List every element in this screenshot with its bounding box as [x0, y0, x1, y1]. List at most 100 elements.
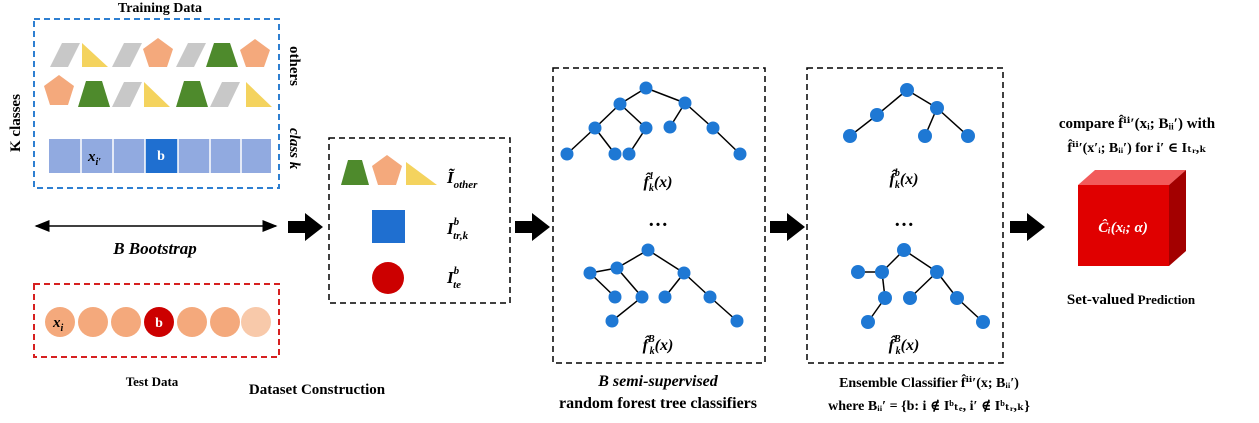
forest-f-top: f̂1 k(x) [644, 171, 673, 194]
compare-line-1: compare f̂ⁱⁱ′(xᵢ; Bᵢᵢ′) with [1059, 114, 1216, 132]
tree-node [900, 83, 914, 97]
tree-node [918, 129, 932, 143]
train-b-label: b [157, 149, 165, 164]
training-shapes-row-1 [50, 38, 270, 67]
tree-node [851, 265, 865, 279]
train-x-label: xi′ [87, 149, 101, 168]
compare-line-2: f̂ⁱⁱ′(x′ᵢ; Bᵢᵢ′) for i′ ∈ Iₜᵣ,ₖ [1067, 138, 1206, 156]
forest-caption-line-2: random forest tree classifiers [559, 395, 757, 412]
dataset-box [328, 137, 511, 304]
tree-node [733, 147, 747, 161]
test-b-label: b [155, 316, 163, 331]
forest-ellipsis: … [648, 209, 668, 231]
test-x-label: xi [52, 315, 64, 334]
class-k-cell-b [145, 139, 178, 173]
test-sample [210, 307, 240, 337]
test-sample-b [144, 307, 174, 337]
test-data-box [33, 283, 280, 358]
tree-node [875, 265, 889, 279]
tree-node [703, 290, 717, 304]
orange-pentagon [240, 39, 270, 67]
test-sample [78, 307, 108, 337]
random-forest-panel: f̂1 k(x) … f̂B k(x) B semi-supervised rand… [552, 67, 766, 412]
forest-f-bottom: f̂B k(x) [643, 334, 674, 357]
test-data-title: Test Data [126, 374, 179, 389]
tree-node [608, 147, 622, 161]
ensemble-f-bottom: f̂B k(x) [889, 334, 920, 357]
tree-node [870, 108, 884, 122]
bootstrap-arrow: B Bootstrap [34, 220, 278, 258]
test-sample [111, 307, 141, 337]
tree-node [878, 291, 892, 305]
dataset-construction-caption: Dataset Construction [249, 382, 386, 398]
training-data-title: Training Data [118, 1, 202, 16]
flow-arrow-3 [770, 213, 805, 241]
orange-pentagon [44, 75, 74, 105]
tree-node [641, 243, 655, 257]
cube-label: Ĉᵢ(xᵢ; α) [1098, 219, 1148, 236]
ensemble-f-top: f̂b k(x) [890, 168, 919, 191]
forest-caption-line-1: B semi-supervised [597, 373, 719, 390]
green-trapezoid [206, 43, 238, 67]
prediction-panel: compare f̂ⁱⁱ′(xᵢ; Bᵢᵢ′) with f̂ⁱⁱ′(x′ᵢ; … [1059, 114, 1216, 308]
test-sample [45, 307, 75, 337]
tree-node [903, 291, 917, 305]
gray-parallelogram [112, 82, 142, 107]
tree-node [843, 129, 857, 143]
yellow-triangle [406, 162, 437, 185]
test-data-panel: xi b Test Data [33, 283, 280, 389]
ensemble-tree-top-nodes [843, 83, 975, 143]
test-sample [241, 307, 271, 337]
tree-node [861, 315, 875, 329]
tree-node [608, 290, 622, 304]
tree-top-nodes [560, 81, 747, 161]
tree-node [930, 265, 944, 279]
training-shapes-row-2 [44, 75, 272, 107]
i-other-label: Ĩother [446, 168, 478, 191]
tree-node [663, 120, 677, 134]
tree-node [639, 121, 653, 135]
green-trapezoid [78, 81, 110, 107]
tree-node [635, 290, 649, 304]
training-data-panel: Training Data [8, 1, 302, 189]
orange-pentagon [372, 155, 402, 185]
green-trapezoid [341, 160, 369, 185]
flow-arrow-1 [288, 213, 323, 241]
others-label: others [286, 46, 302, 86]
yellow-triangle [246, 82, 272, 107]
tree-node [622, 147, 636, 161]
class-k-row: xi′ b [49, 139, 271, 173]
flow-arrow-2 [515, 213, 550, 241]
gray-parallelogram [176, 43, 206, 67]
yellow-triangle [82, 43, 108, 67]
orange-pentagon [143, 38, 173, 67]
tree-node [658, 290, 672, 304]
ensemble-caption-line-2: where Bᵢᵢ′ = {b: i ∉ Iᵇₜₑ, i′ ∉ Iᵇₜᵣ,ₖ} [828, 399, 1030, 414]
forest-box [552, 67, 766, 364]
tree-node [613, 97, 627, 111]
test-index-circle [372, 262, 404, 294]
flow-arrow-4 [1010, 213, 1045, 241]
train-index-square [372, 210, 405, 243]
tree-node [677, 266, 691, 280]
tree-node [976, 315, 990, 329]
i-tr-k-label: Ib tr,k [446, 216, 469, 242]
ensemble-panel: f̂b k(x) … f̂B k(x) Ensemble Classifier f̂… [806, 67, 1030, 414]
tree-node [678, 96, 692, 110]
tree-top [566, 87, 741, 155]
tree-node [605, 314, 619, 328]
bootstrap-label: B Bootstrap [112, 239, 197, 258]
gray-parallelogram [112, 43, 142, 67]
tree-node [897, 243, 911, 257]
tree-node [610, 261, 624, 275]
tree-node [961, 129, 975, 143]
gray-parallelogram [50, 43, 80, 67]
ensemble-tree-bottom-nodes [851, 243, 990, 329]
k-classes-label: K classes [8, 94, 24, 152]
test-sample [177, 307, 207, 337]
ensemble-box [806, 67, 1004, 364]
tree-bottom-nodes [583, 243, 744, 328]
set-valued-caption: Set-valued Prediction [1067, 292, 1196, 308]
gray-parallelogram [210, 82, 240, 107]
